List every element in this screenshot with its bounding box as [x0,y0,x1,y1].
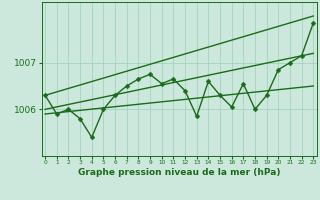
X-axis label: Graphe pression niveau de la mer (hPa): Graphe pression niveau de la mer (hPa) [78,168,280,177]
